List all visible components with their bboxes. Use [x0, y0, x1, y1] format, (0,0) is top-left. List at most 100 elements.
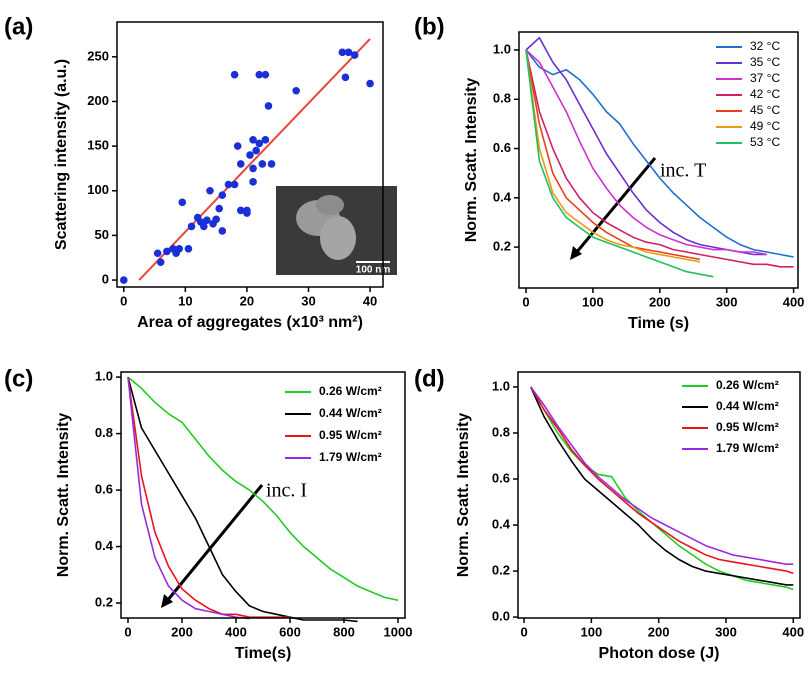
legend-label: 37 °C — [750, 71, 780, 85]
x-tick-label: 400 — [782, 624, 804, 639]
data-point — [261, 136, 270, 144]
y-tick-label: 100 — [87, 182, 109, 197]
y-tick-label: 1.0 — [492, 378, 510, 393]
plot-frame — [116, 21, 384, 288]
data-point — [119, 276, 128, 284]
y-axis-label: Norm. Scatt. Intensity — [55, 413, 72, 578]
data-line — [525, 49, 767, 256]
y-tick-label: 0.6 — [95, 481, 113, 496]
data-line — [525, 49, 794, 258]
data-point — [255, 139, 264, 148]
panel-label: (b) — [414, 13, 445, 40]
data-point — [350, 51, 359, 59]
legend-label: 45 °C — [750, 103, 780, 117]
x-tick-label: 200 — [649, 294, 671, 309]
arrow — [165, 484, 264, 602]
data-point — [261, 70, 270, 79]
panel-label: (c) — [4, 365, 33, 392]
data-point — [153, 249, 162, 258]
y-tick-label: 0.6 — [493, 140, 511, 155]
legend-label: 0.44 W/cm² — [716, 399, 779, 413]
data-point — [255, 70, 264, 79]
x-tick-label: 1000 — [384, 624, 413, 639]
x-axis-label: Time(s) — [235, 645, 292, 662]
data-line — [530, 386, 794, 586]
data-line — [530, 386, 794, 565]
data-point — [246, 151, 254, 159]
y-tick-label: 0.0 — [492, 609, 510, 624]
legend-label: 42 °C — [750, 87, 780, 101]
x-axis-label: Photon dose (J) — [599, 645, 720, 662]
data-point — [341, 73, 350, 82]
plot-frame — [517, 371, 801, 619]
arrow-head — [570, 246, 582, 260]
data-point — [224, 180, 233, 189]
data-point — [156, 258, 165, 266]
data-point — [252, 146, 260, 155]
data-point — [184, 244, 193, 253]
y-tick-label: 0.4 — [493, 189, 512, 204]
inset-image — [276, 186, 397, 275]
data-point — [212, 215, 220, 224]
legend-label: 1.79 W/cm² — [319, 450, 382, 464]
data-line — [530, 386, 794, 575]
data-point — [175, 244, 183, 253]
legend-label: 53 °C — [750, 135, 780, 149]
data-point — [233, 142, 242, 150]
x-tick-label: 100 — [581, 624, 603, 639]
data-point — [258, 160, 267, 168]
x-tick-label: 200 — [171, 624, 193, 639]
x-tick-label: 800 — [333, 624, 355, 639]
data-line — [127, 376, 399, 601]
y-tick-label: 150 — [87, 138, 109, 153]
x-tick-label: 100 — [582, 294, 604, 309]
inset-particle — [320, 216, 356, 260]
data-point — [178, 198, 187, 207]
data-point — [243, 206, 251, 215]
inset-scale-label: 100 nm — [356, 265, 391, 276]
data-line — [525, 49, 794, 268]
y-tick-label: 1.0 — [95, 369, 113, 384]
panel-label: (a) — [4, 13, 33, 40]
data-point — [264, 102, 273, 110]
y-tick-label: 0.8 — [95, 425, 113, 440]
x-tick-label: 300 — [715, 624, 737, 639]
data-point — [366, 79, 374, 88]
data-point — [206, 186, 214, 195]
data-point — [203, 216, 211, 225]
y-tick-label: 0.2 — [492, 562, 510, 577]
x-tick-label: 10 — [178, 293, 192, 308]
fit-line — [138, 38, 371, 281]
data-line — [525, 49, 701, 263]
x-tick-label: 20 — [240, 293, 254, 308]
x-tick-label: 0 — [522, 294, 529, 309]
y-axis-label: Scattering intensity (a.u.) — [53, 59, 70, 250]
legend-label: 0.95 W/cm² — [319, 428, 382, 442]
plot-frame — [120, 371, 406, 619]
legend-label: 1.79 W/cm² — [716, 441, 779, 455]
y-tick-label: 0 — [102, 271, 109, 286]
data-point — [267, 160, 276, 168]
arrow-head — [161, 594, 173, 608]
x-tick-label: 600 — [279, 624, 301, 639]
data-point — [215, 204, 224, 213]
inset-particle — [316, 195, 344, 215]
legend-label: 0.95 W/cm² — [716, 420, 779, 434]
data-point — [230, 180, 239, 189]
data-point — [249, 136, 257, 144]
arrow — [574, 157, 657, 254]
data-line — [530, 386, 794, 591]
data-point — [292, 86, 300, 95]
panel-label: (d) — [414, 365, 445, 392]
legend-label: 49 °C — [750, 119, 780, 133]
data-line — [525, 49, 701, 261]
y-axis-label: Norm. Scatt. Intensity — [455, 413, 472, 578]
data-point — [249, 178, 257, 186]
y-tick-label: 250 — [87, 48, 109, 63]
x-tick-label: 30 — [301, 293, 315, 308]
data-point — [249, 164, 257, 173]
x-tick-label: 400 — [225, 624, 247, 639]
x-axis-label: Time (s) — [628, 315, 689, 332]
